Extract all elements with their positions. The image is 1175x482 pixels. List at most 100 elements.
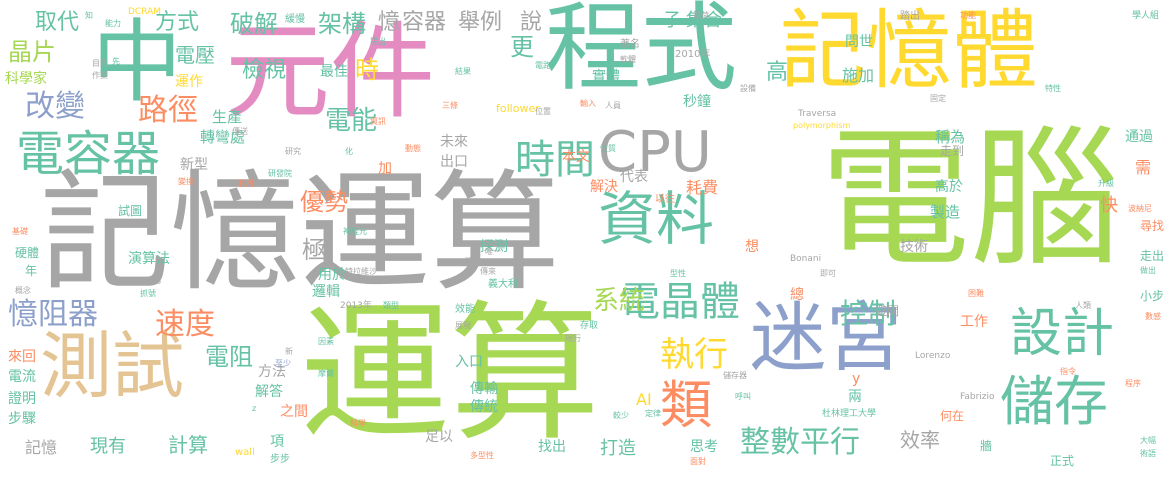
word-yan-jiu: 研究 — [285, 147, 301, 156]
word-dian-liu: 電流 — [8, 369, 36, 385]
word-zi: 子 — [663, 10, 681, 31]
word-da-zao: 打造 — [600, 438, 636, 459]
word-mu-de: 目的 — [92, 59, 108, 68]
word-xian-xing: 現行 — [565, 334, 581, 343]
word-xiang: 想 — [745, 239, 759, 255]
word-sheng-chan: 生產 — [212, 108, 243, 126]
word-zheng-ming: 證明 — [8, 391, 36, 407]
word-ji-he: 集合 — [686, 10, 722, 31]
word-zheng-shu-ping-xing: 整數平行 — [740, 425, 860, 460]
word-ai: AI — [636, 390, 652, 409]
word-shi-tu: 試圖 — [118, 204, 143, 218]
word-2010: 2010年 — [675, 49, 711, 60]
word-lai-hui: 來回 — [8, 349, 36, 365]
word-shi-ti: 實體 — [592, 69, 620, 85]
word-ben-wen: 本文 — [562, 149, 590, 165]
word-ji-yi: 記憶 — [25, 438, 58, 457]
word-yun-suan: 運算 — [300, 288, 601, 462]
word-she-bei: 設備 — [740, 84, 756, 93]
word-jia: 加 — [378, 161, 392, 177]
word-shuo: 說 — [520, 10, 543, 35]
word-jian-shi: 檢視 — [242, 58, 287, 83]
word-zhi-ling: 指令 — [1060, 367, 1076, 376]
word-xin-xing: 新型 — [180, 157, 208, 173]
word-zhi: 知 — [85, 11, 93, 20]
word-zuo-chu: 做出 — [1140, 266, 1156, 275]
word-dian-jing-ti: 電晶體 — [620, 279, 740, 325]
word-li-yong: 利用 — [238, 179, 254, 188]
word-zou-chu: 走出 — [1140, 249, 1165, 263]
word-neng-li: 能力 — [105, 19, 121, 28]
word-yi-da-li: 義大利 — [488, 279, 518, 290]
word-zhao-chu: 找出 — [538, 439, 566, 455]
word-ying-ti: 硬體 — [15, 246, 40, 260]
word-zou-dao: 走到 — [940, 144, 965, 158]
word-z: z — [252, 404, 257, 413]
word-lu-jing: 路徑 — [138, 93, 198, 128]
word-hao-fei: 耗費 — [686, 178, 719, 197]
word-tan-ce: 探測 — [480, 239, 508, 255]
word-ren-lei: 人類 — [1075, 301, 1091, 310]
word-zheng-shi: 正式 — [1050, 454, 1075, 468]
word-cheng-shi: 程式 — [545, 0, 737, 104]
word-qiang: 牆 — [980, 439, 993, 453]
word-ru-kou: 入口 — [455, 354, 483, 370]
word-su-du: 速度 — [155, 307, 215, 342]
word-zong: 總 — [790, 287, 804, 303]
word-jie-jue: 解決 — [590, 179, 618, 195]
word-ding-lv: 定律 — [645, 409, 661, 418]
word-wall: wall — [235, 447, 255, 458]
word-cpu: CPU — [598, 120, 712, 185]
word-zhu-ming: 著名 — [620, 39, 640, 50]
word-xiao-bu: 小步 — [1140, 289, 1165, 303]
word-yan-fa-yuan: 研發院 — [268, 169, 292, 178]
word-zhi-jian: 之間 — [280, 404, 308, 420]
word-dong-tai: 動態 — [405, 144, 421, 153]
word-yun-zuo: 運作 — [175, 74, 203, 90]
word-wei-yi: 唯一 — [485, 247, 501, 256]
word-luo-ji: 邏輯 — [312, 284, 340, 300]
word-ti-chu: 提出 — [370, 37, 386, 46]
word-yi: 憶 — [378, 10, 401, 35]
word-ce-shi: 測試 — [40, 324, 185, 408]
word-zhuan-wan-chu: 轉彎處 — [200, 128, 246, 146]
word-cheng-xu: 程序 — [1125, 379, 1141, 388]
word-lei-xing: 類型 — [383, 301, 399, 310]
word-xun-zhao: 尋找 — [1140, 219, 1165, 233]
word-shu-gan: 數感 — [1145, 312, 1161, 321]
word-te-xing: 特性 — [1045, 84, 1061, 93]
word-sheng-ji: 升級 — [1098, 179, 1114, 188]
word-cun-qu: 存取 — [580, 321, 599, 331]
word-da-fu: 大幅 — [1140, 436, 1156, 445]
word-ke-xue: 科學 — [350, 419, 366, 428]
word-xu: 需 — [1135, 158, 1152, 177]
word-duo-xing-xing: 多型性 — [470, 451, 494, 460]
word-wen-shi: 問世 — [845, 34, 873, 50]
word-bo-na-ni: 波納尼 — [1128, 204, 1152, 213]
word-ke-xue-jia: 科學家 — [5, 71, 47, 87]
word-dian-ya: 電壓 — [175, 43, 215, 67]
word-tong-guo: 通過 — [1125, 129, 1153, 145]
word-shu-ru: 輸入 — [580, 99, 596, 108]
word-ta-chu: 踏出 — [900, 11, 920, 22]
word-jia-gou: 架構 — [318, 10, 366, 38]
word-gao: 高 — [766, 60, 789, 85]
word-mo-er: 摩爾 — [318, 369, 334, 378]
word-xing-zhi: 性質 — [600, 144, 616, 153]
word-chuan-lai: 傳來 — [480, 267, 496, 276]
word-te-la-wei-sha: 特拉維沙 — [345, 267, 377, 276]
word-dian-rong-qi: 電容器 — [16, 126, 161, 182]
word-chuan-shu: 傳輸 — [470, 381, 498, 397]
word-hu-jiao: 呼叫 — [735, 392, 751, 401]
word-jiao-shao: 較少 — [613, 411, 629, 420]
word-rong-qi: 容器 — [402, 10, 447, 35]
word-kun-nan: 困難 — [968, 289, 984, 298]
word-wei-zhi: 位置 — [535, 107, 551, 116]
word-zui-jia: 最佳 — [320, 64, 348, 80]
word-gu-ding: 固定 — [930, 94, 946, 103]
word-xi-tong: 系統 — [593, 286, 646, 316]
word-fang-shi: 方式 — [155, 10, 200, 35]
word-jie-guo: 結果 — [455, 67, 471, 76]
word-kong-zhi: 控制 — [840, 297, 897, 330]
word-ji-chu: 基礎 — [12, 227, 28, 236]
